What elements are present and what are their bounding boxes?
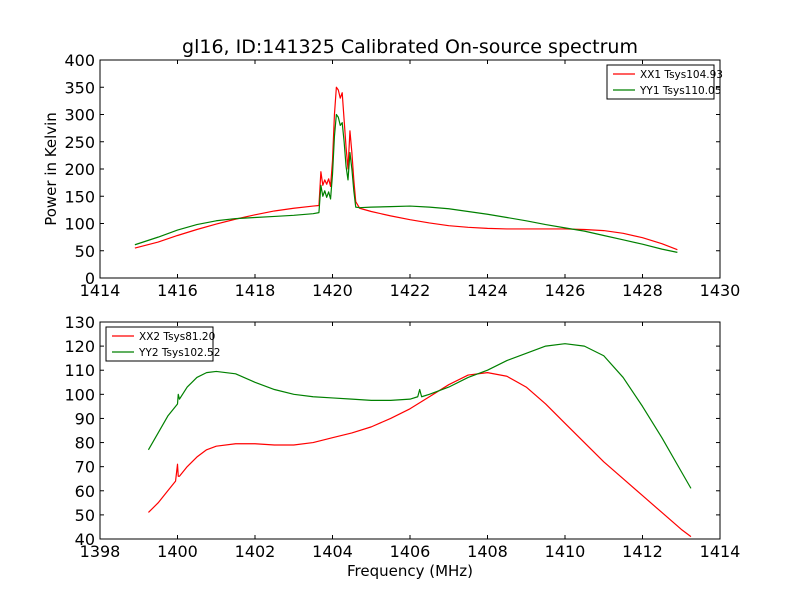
legend-box <box>105 326 214 362</box>
legend-entry: XX2 Tsys81.20 <box>139 331 215 343</box>
x-tick-label: 1416 <box>157 281 198 300</box>
y-tick-label: 100 <box>64 215 95 234</box>
top-panel: 1414 1416 1418 1420 1422 1424 1426 1428 1430 0 50 1… <box>42 51 740 300</box>
x-tick-label: 1430 <box>700 281 741 300</box>
y-axis-label: Power in Kelvin <box>42 112 60 226</box>
x-tick-label: 1426 <box>545 281 586 300</box>
x-tick-label: 1410 <box>545 542 586 561</box>
x-tick-label: 1422 <box>390 281 431 300</box>
series-line-2 <box>147 343 692 489</box>
series-line-1 <box>134 86 678 251</box>
y-tick-label: 80 <box>75 434 95 453</box>
y-tick-label: 50 <box>75 242 95 261</box>
y-tick-label: 350 <box>64 78 95 97</box>
figure-title: gl16, ID:141325 Calibrated On-source spe… <box>182 36 638 58</box>
legend-box <box>606 64 715 100</box>
x-tick-label: 1398 <box>80 542 121 561</box>
x-tick-label: 1406 <box>390 542 431 561</box>
axes-frame <box>99 59 721 279</box>
y-tick-label: 250 <box>64 133 95 152</box>
x-tick-label: 1420 <box>312 281 353 300</box>
y-tick-label: 90 <box>75 409 95 428</box>
bottom-panel: 1398 1400 1402 1404 1406 1408 1410 1412 1414 40 50… <box>64 313 740 580</box>
legend-entry: XX1 Tsys104.93 <box>640 69 723 81</box>
x-tick-label: 1418 <box>235 281 276 300</box>
x-tick-label: 1424 <box>467 281 508 300</box>
y-tick-label: 150 <box>64 187 95 206</box>
y-tick-label: 0 <box>85 269 95 288</box>
legend-entry: YY2 Tsys102.52 <box>138 347 220 359</box>
series-line-1 <box>148 372 692 538</box>
x-tick-label: 1400 <box>157 542 198 561</box>
x-tick-label: 1412 <box>622 542 663 561</box>
x-tick-label: 1404 <box>312 542 353 561</box>
y-tick-label: 200 <box>64 160 95 179</box>
y-tick-label: 130 <box>64 313 95 332</box>
y-tick-label: 120 <box>64 337 95 356</box>
legend-entry: YY1 Tsys110.05 <box>639 85 721 97</box>
y-tick-label: 300 <box>64 106 95 125</box>
y-tick-label: 40 <box>75 530 95 549</box>
axes-frame <box>99 321 721 540</box>
y-tick-label: 400 <box>64 51 95 70</box>
x-tick-label: 1408 <box>467 542 508 561</box>
x-tick-label: 1414 <box>80 281 121 300</box>
y-tick-label: 100 <box>64 385 95 404</box>
y-tick-label: 110 <box>64 361 95 380</box>
x-tick-label: 1414 <box>700 542 741 561</box>
y-tick-label: 50 <box>75 506 95 525</box>
y-tick-label: 60 <box>75 482 95 501</box>
y-tick-label: 70 <box>75 458 95 477</box>
x-tick-label: 1428 <box>622 281 663 300</box>
x-axis-label: Frequency (MHz) <box>347 562 473 580</box>
x-tick-label: 1402 <box>235 542 276 561</box>
series-line-2 <box>134 113 678 253</box>
